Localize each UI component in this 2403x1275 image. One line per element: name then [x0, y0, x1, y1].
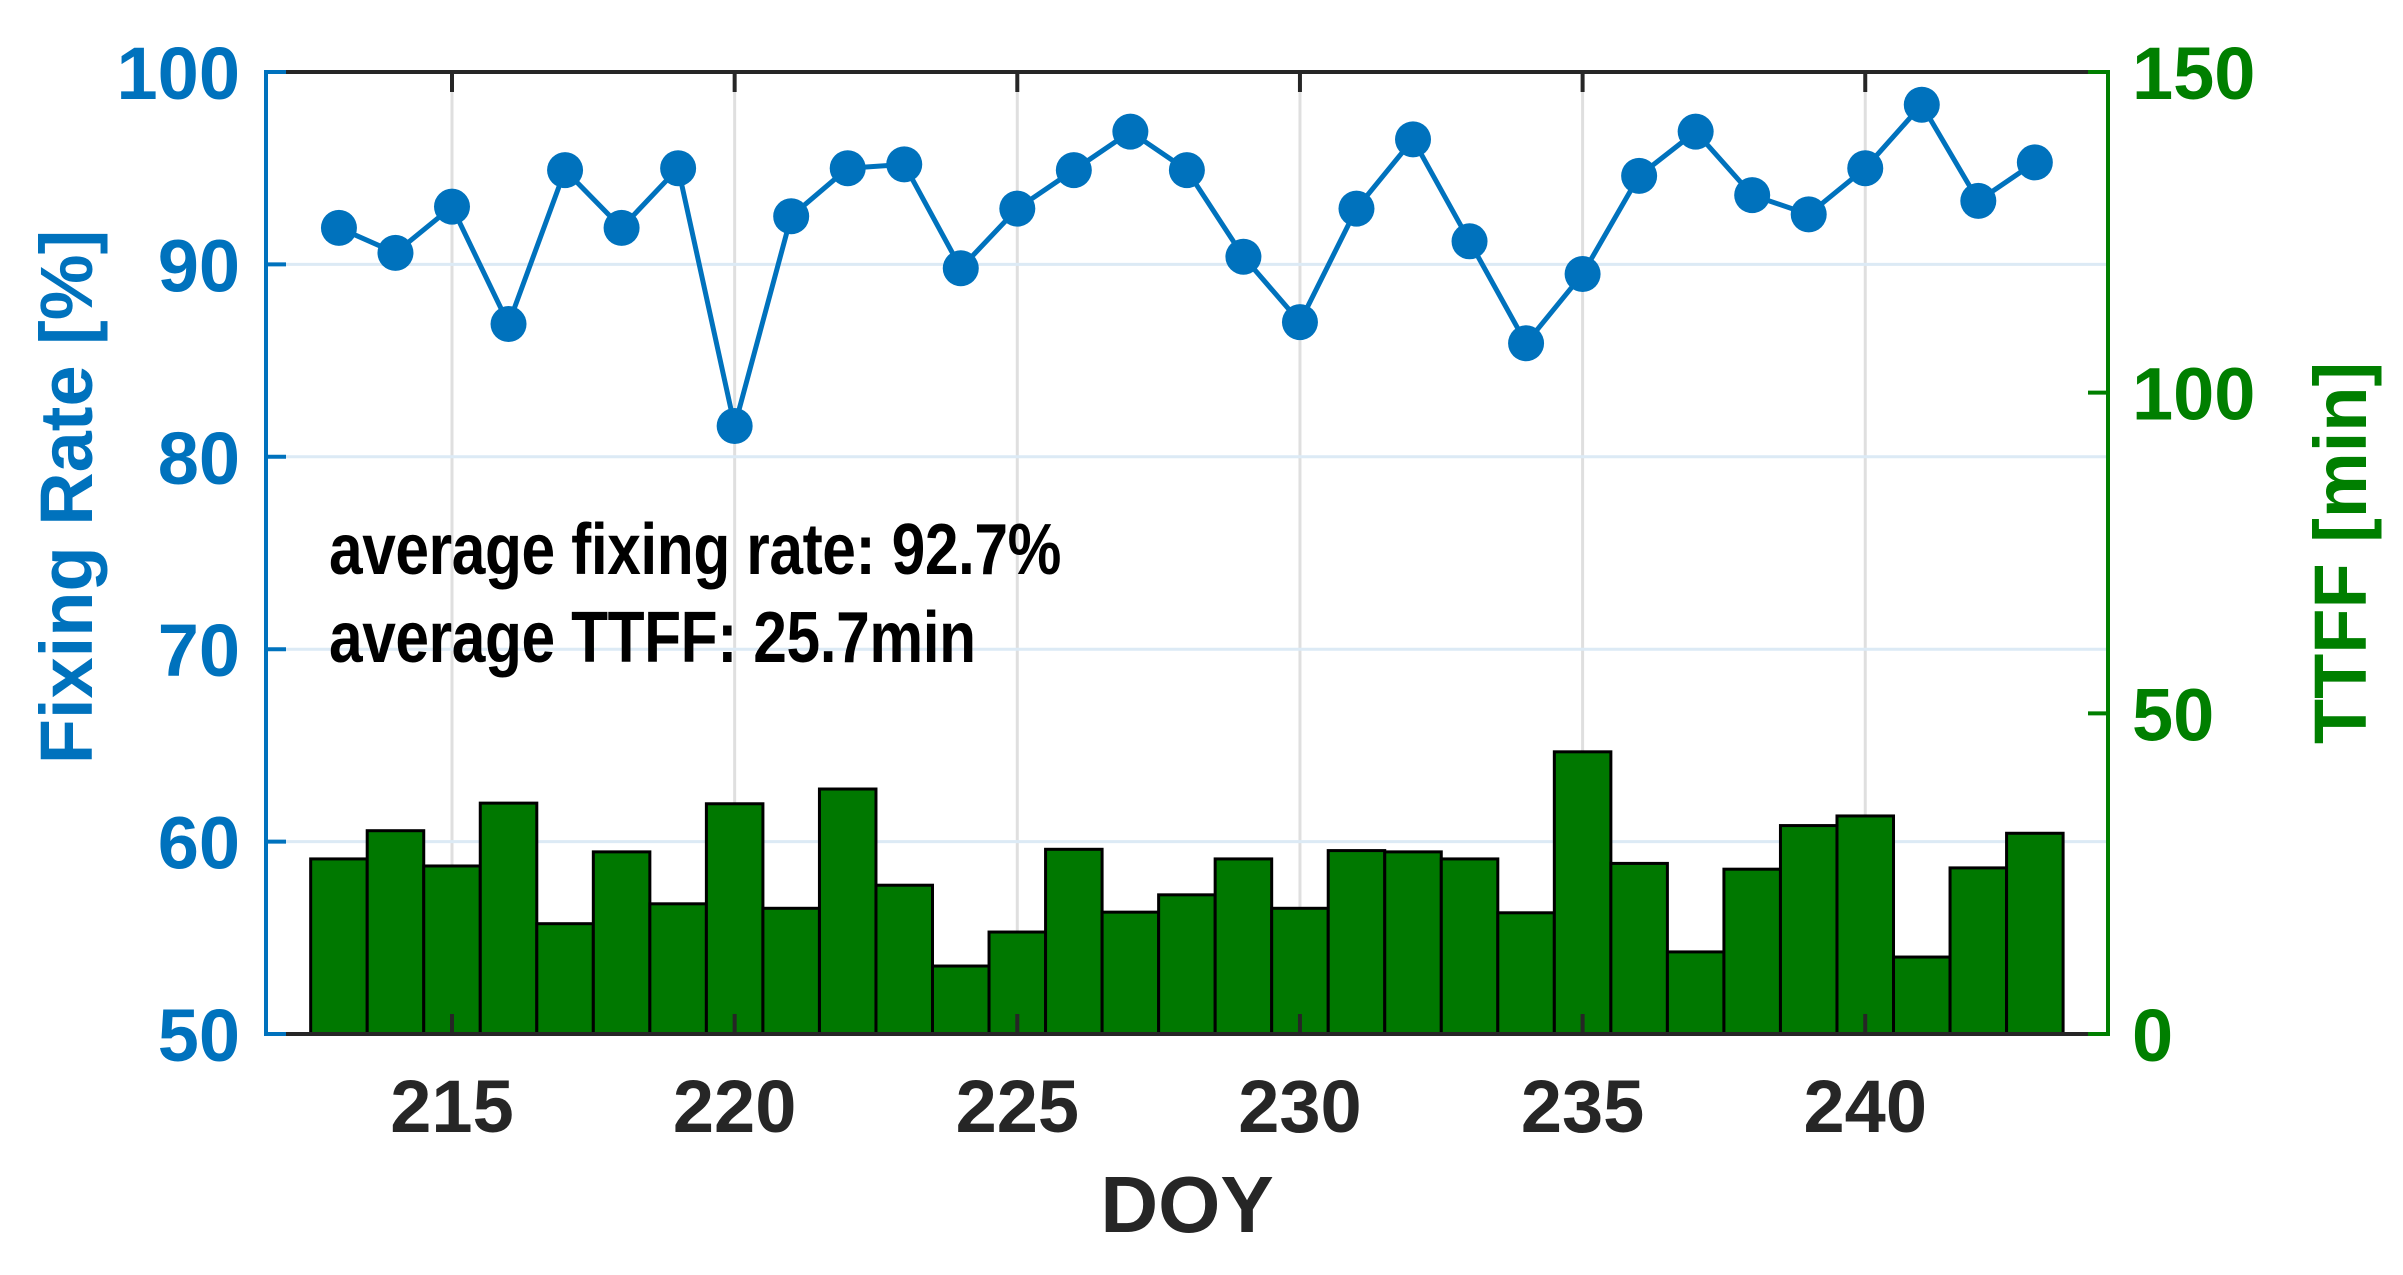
fixing-rate-marker: [942, 250, 979, 287]
y-tick-label-left: 70: [158, 609, 240, 692]
x-tick-label: 220: [673, 1065, 796, 1148]
ttff-bar: [761, 906, 821, 1036]
annotation-average-ttff: average TTFF: 25.7min: [329, 598, 976, 678]
y-tick-label-left: 90: [158, 224, 240, 307]
annotation-average-fixing-rate: average fixing rate: 92.7%: [329, 510, 1062, 590]
ttff-bar: [478, 801, 539, 1036]
x-axis-label: DOY: [1100, 1160, 1273, 1249]
fixing-rate-marker: [377, 234, 414, 271]
fixing-rate-marker: [603, 209, 640, 246]
ttff-bar: [1213, 857, 1274, 1036]
y-tick-label-right: 0: [2132, 994, 2173, 1077]
ttff-bar: [1100, 910, 1161, 1036]
fixing-rate-marker: [1677, 113, 1714, 150]
ttff-bar: [309, 857, 369, 1036]
fixing-rate-marker: [716, 408, 753, 445]
ttff-bar: [1665, 950, 1726, 1036]
y-tick-label-right: 150: [2132, 32, 2255, 115]
fixing-rate-marker: [660, 150, 697, 187]
fixing-rate-marker: [1960, 182, 1997, 219]
fixing-rate-marker: [829, 150, 866, 187]
ttff-bar: [931, 964, 991, 1036]
grid-lines: [266, 72, 2108, 1034]
ttff-bar: [1948, 866, 2009, 1036]
ttff-bar: [1044, 847, 1104, 1036]
ttff-bar: [817, 787, 878, 1036]
y-axis-label-left: Fixing Rate [%]: [25, 230, 108, 764]
axis-labels: DOY Fixing Rate [%] TTFF [min]: [25, 230, 2382, 1249]
y-axis-label-right: TTFF [min]: [2299, 362, 2382, 744]
ttff-bar: [1383, 850, 1443, 1036]
ttff-bar: [1892, 955, 1952, 1036]
ttff-bar: [535, 922, 595, 1036]
fixing-rate-marker: [320, 209, 357, 246]
fixing-rate-marker: [1112, 113, 1149, 150]
fixing-rate-marker: [547, 152, 584, 189]
fixing-rate-line: [320, 86, 2053, 445]
fixing-rate-marker: [2016, 144, 2053, 181]
fixing-rate-marker: [773, 198, 810, 235]
fixing-rate-marker: [1790, 196, 1827, 233]
fixing-rate-marker: [1451, 223, 1488, 260]
ttff-bar: [1326, 849, 1387, 1036]
fixing-rate-marker: [886, 146, 923, 183]
fixing-rate-marker: [1734, 177, 1771, 214]
fixing-rate-marker: [1168, 152, 1205, 189]
ttff-bars: [309, 750, 2065, 1036]
x-tick-label: 230: [1238, 1065, 1361, 1148]
ttff-bar: [1722, 867, 1782, 1036]
fixing-rate-marker: [1395, 121, 1432, 158]
fixing-rate-marker: [1508, 325, 1545, 362]
ttff-bar: [1835, 814, 1896, 1036]
ttff-bar: [1270, 906, 1330, 1036]
fixing-rate-marker: [1225, 238, 1262, 275]
ttff-bar: [1157, 893, 1217, 1036]
fixing-rate-marker: [1281, 304, 1318, 341]
fixing-rate-marker: [1847, 150, 1884, 187]
x-tick-label: 215: [390, 1065, 513, 1148]
ttff-bar: [874, 883, 935, 1036]
ttff-bar: [1496, 911, 1556, 1036]
fixing-rate-marker: [1903, 86, 1940, 123]
ttff-bar: [1439, 857, 1500, 1036]
y-tick-label-left: 50: [158, 994, 240, 1077]
y-tick-label-left: 100: [117, 32, 240, 115]
ttff-bar: [591, 850, 652, 1036]
fixing-rate-marker: [999, 190, 1036, 227]
fixing-rate-marker: [1338, 190, 1375, 227]
fixing-rate-marker: [1055, 152, 1092, 189]
x-tick-label: 235: [1521, 1065, 1644, 1148]
x-tick-label: 225: [956, 1065, 1079, 1148]
y-tick-label-left: 80: [158, 417, 240, 500]
ttff-bar: [365, 829, 426, 1036]
ttff-bar: [648, 902, 708, 1036]
ttff-bar: [422, 864, 482, 1036]
fixing-rate-marker: [1621, 157, 1658, 194]
y-tick-label-left: 60: [158, 802, 240, 885]
axes: 215 220 225 230 235 240 50 60 70 80 90 100 0 50 100 150: [117, 32, 2256, 1148]
fixing-rate-marker: [1564, 256, 1601, 293]
ttff-bar: [1552, 750, 1613, 1036]
fixing-rate-marker: [434, 188, 470, 225]
ttff-bar: [1778, 824, 1839, 1036]
ttff-bar: [1609, 861, 1669, 1036]
ttff-bar: [704, 802, 765, 1036]
fixing-rate-marker: [490, 306, 527, 343]
y-tick-label-right: 100: [2132, 353, 2255, 436]
ttff-bar: [2005, 831, 2065, 1036]
y-tick-label-right: 50: [2132, 673, 2214, 756]
x-tick-label: 240: [1804, 1065, 1927, 1148]
